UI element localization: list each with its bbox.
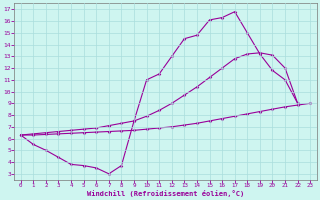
X-axis label: Windchill (Refroidissement éolien,°C): Windchill (Refroidissement éolien,°C) — [87, 190, 244, 197]
